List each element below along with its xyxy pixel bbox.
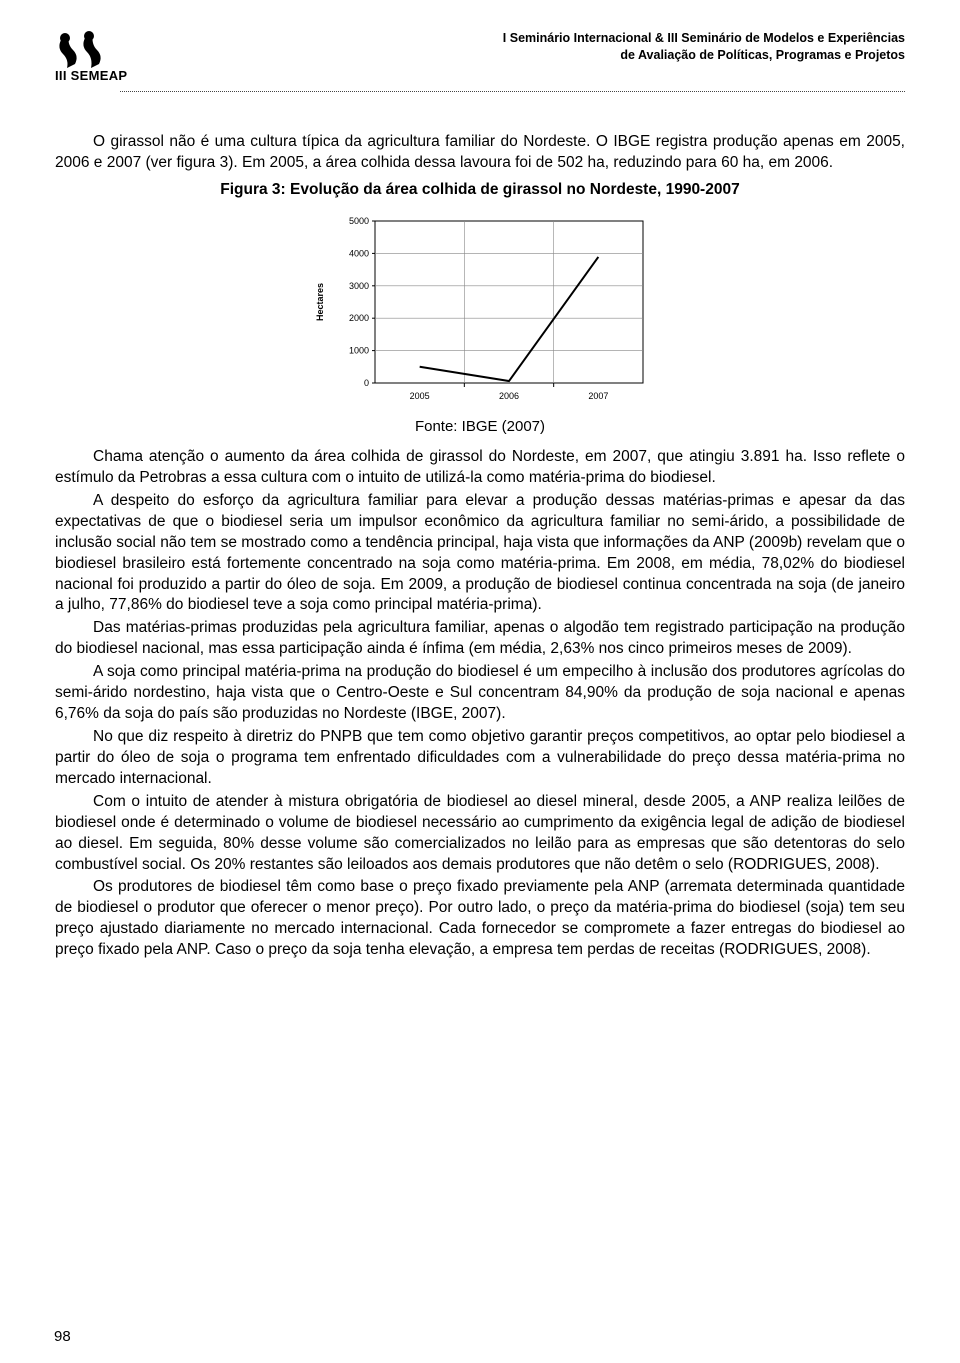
- paragraph-1: O girassol não é uma cultura típica da a…: [55, 132, 905, 174]
- svg-text:0: 0: [364, 378, 369, 388]
- figure3-caption: Figura 3: Evolução da área colhida de gi…: [55, 180, 905, 201]
- logo-block: III SEMEAP: [55, 30, 127, 83]
- seminar-title-line1: I Seminário Internacional & III Seminári…: [503, 30, 905, 47]
- header-divider: [120, 91, 905, 92]
- logo-text: III SEMEAP: [55, 68, 127, 83]
- svg-text:1000: 1000: [349, 345, 369, 355]
- figure3-chart-container: 0 1000 2000 3000 4000 5000 2005 2006 2007 Hectare…: [55, 211, 905, 411]
- article-body: O girassol não é uma cultura típica da a…: [55, 132, 905, 961]
- figure3-source: Fonte: IBGE (2007): [55, 417, 905, 437]
- seminar-title-line2: de Avaliação de Políticas, Programas e P…: [503, 47, 905, 64]
- svg-text:2007: 2007: [588, 391, 608, 401]
- paragraph-2: Chama atenção o aumento da área colhida …: [55, 447, 905, 489]
- paragraph-4: Das matérias-primas produzidas pela agri…: [55, 618, 905, 660]
- svg-text:2006: 2006: [499, 391, 519, 401]
- paragraph-3: A despeito do esforço da agricultura fam…: [55, 491, 905, 617]
- svg-text:5000: 5000: [349, 216, 369, 226]
- svg-text:2000: 2000: [349, 313, 369, 323]
- page-header: III SEMEAP I Seminário Internacional & I…: [55, 30, 905, 83]
- semeap-logo-icon: [55, 30, 107, 70]
- figure3-line-chart: 0 1000 2000 3000 4000 5000 2005 2006 2007 Hectare…: [305, 211, 655, 411]
- page-number: 98: [54, 1328, 71, 1345]
- paragraph-8: Os produtores de biodiesel têm como base…: [55, 877, 905, 961]
- svg-text:3000: 3000: [349, 281, 369, 291]
- paragraph-7: Com o intuito de atender à mistura obrig…: [55, 792, 905, 876]
- svg-text:4000: 4000: [349, 248, 369, 258]
- seminar-title: I Seminário Internacional & III Seminári…: [503, 30, 905, 64]
- svg-text:2005: 2005: [410, 391, 430, 401]
- paragraph-5: A soja como principal matéria-prima na p…: [55, 662, 905, 725]
- paragraph-6: No que diz respeito à diretriz do PNPB q…: [55, 727, 905, 790]
- svg-text:Hectares: Hectares: [315, 283, 325, 321]
